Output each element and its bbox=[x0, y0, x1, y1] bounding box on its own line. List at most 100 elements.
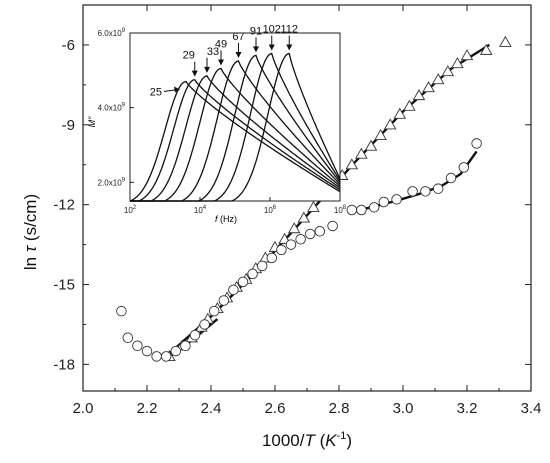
data-point-circle bbox=[218, 295, 230, 306]
peak-arrow-head bbox=[218, 59, 224, 66]
data-point-circle bbox=[228, 284, 239, 296]
data-point-triangle bbox=[345, 158, 359, 170]
y-axis-title: ln τ (s/cm) bbox=[21, 194, 40, 270]
main-ticks: 2.0 2.2 2.4 2.6 2.8 3.0 3.2 3.4 -6 -9 -12 -15 -18 bbox=[53, 5, 541, 417]
data-point-circle bbox=[122, 332, 134, 344]
data-point-circle bbox=[368, 202, 380, 213]
data-point-circle bbox=[285, 239, 297, 250]
data-point-circle bbox=[420, 186, 431, 197]
x-tick-label: 3.4 bbox=[521, 400, 542, 417]
fit-line bbox=[348, 150, 478, 214]
data-point-triangle bbox=[422, 81, 435, 93]
peak-arrow-head bbox=[191, 70, 198, 77]
x-tick-label: 2.8 bbox=[329, 400, 350, 417]
data-point-circle bbox=[295, 234, 306, 245]
peak-label: 33 bbox=[207, 46, 219, 58]
peak-label: 102 bbox=[263, 24, 281, 36]
inset-x-axis-title: f (Hz) bbox=[215, 214, 237, 224]
inset-x-tick-label: 104 bbox=[194, 205, 207, 215]
data-point-triangle bbox=[441, 65, 455, 77]
data-point-circle bbox=[471, 138, 482, 149]
peak-arrow-head bbox=[268, 44, 275, 51]
inset-y-tick-label: 2.0x109 bbox=[98, 177, 126, 187]
data-point-circle bbox=[247, 268, 258, 280]
data-point-circle bbox=[189, 329, 201, 341]
peak-label: 49 bbox=[215, 38, 227, 50]
data-point-circle bbox=[237, 276, 249, 288]
inset-x-tick-label: 108 bbox=[334, 205, 347, 215]
peak-arrow-head bbox=[204, 66, 210, 73]
data-point-circle bbox=[180, 340, 191, 351]
data-point-circle bbox=[356, 204, 367, 216]
x-tick-label: 2.2 bbox=[137, 400, 158, 417]
data-point-circle bbox=[256, 260, 268, 272]
data-point-triangle bbox=[287, 222, 301, 234]
data-point-circle bbox=[327, 220, 338, 232]
data-point-circle bbox=[391, 194, 402, 205]
y-tick-label: -9 bbox=[62, 117, 75, 134]
peak-label: 29 bbox=[183, 50, 195, 62]
data-point-circle bbox=[151, 351, 162, 362]
data-point-circle bbox=[314, 226, 326, 237]
peak-arrow-head bbox=[235, 52, 242, 58]
x-tick-label: 2.6 bbox=[265, 400, 286, 417]
peak-label: 112 bbox=[280, 24, 298, 36]
y-tick-label: -6 bbox=[62, 37, 75, 54]
x-tick-label: 3.2 bbox=[457, 400, 478, 417]
inset-curve bbox=[130, 75, 341, 202]
inset-ticks: 102 104 106 108 2.0x109 4.0x109 6.0x109 bbox=[98, 28, 347, 215]
data-point-circle bbox=[141, 345, 153, 357]
y-tick-label: -15 bbox=[53, 277, 75, 294]
data-point-circle bbox=[346, 204, 358, 216]
inset-y-axis-title: M" bbox=[87, 116, 97, 127]
y-tick-label: -18 bbox=[53, 356, 75, 373]
inset-curve bbox=[130, 52, 341, 202]
data-point-circle bbox=[458, 162, 470, 173]
data-point-circle bbox=[445, 172, 457, 184]
peak-arrow-head bbox=[286, 44, 293, 51]
peak-arrow-head bbox=[253, 46, 259, 53]
data-point-circle bbox=[170, 345, 182, 357]
y-tick-label: -12 bbox=[53, 197, 75, 214]
data-point-circle bbox=[160, 351, 172, 362]
data-point-triangle bbox=[374, 129, 387, 141]
data-point-triangle bbox=[355, 147, 368, 159]
inset-y-tick-label: 6.0x109 bbox=[98, 28, 126, 38]
data-point-triangle bbox=[479, 43, 493, 55]
data-point-triangle bbox=[431, 73, 445, 85]
x-axis-title: 1000/T (K-1) bbox=[262, 430, 352, 450]
data-point-circle bbox=[276, 244, 287, 256]
data-point-triangle bbox=[297, 211, 311, 223]
data-point-circle bbox=[266, 252, 278, 264]
x-tick-label: 3.0 bbox=[393, 400, 414, 417]
peak-arrow-head bbox=[174, 86, 180, 93]
data-point-circle bbox=[378, 196, 390, 208]
inset-x-tick-label: 106 bbox=[264, 205, 277, 215]
peak-label: 67 bbox=[232, 31, 244, 43]
data-point-circle bbox=[116, 305, 127, 317]
data-point-circle bbox=[407, 186, 418, 197]
data-point-triangle bbox=[364, 139, 378, 151]
data-point-triangle bbox=[393, 107, 407, 119]
inset-curve bbox=[129, 80, 341, 202]
data-point-circle bbox=[304, 228, 316, 240]
data-point-triangle bbox=[403, 99, 416, 111]
data-point-triangle bbox=[451, 57, 464, 69]
data-point-triangle bbox=[460, 49, 474, 61]
data-point-circle bbox=[432, 183, 444, 194]
x-tick-label: 2.4 bbox=[201, 400, 222, 417]
data-point-circle bbox=[132, 340, 143, 351]
data-point-triangle bbox=[383, 118, 397, 130]
x-tick-label: 2.0 bbox=[73, 400, 94, 417]
data-point-triangle bbox=[412, 89, 426, 101]
inset-x-tick-label: 102 bbox=[124, 205, 137, 215]
data-point-triangle bbox=[499, 35, 512, 47]
data-point-triangle bbox=[307, 200, 320, 212]
peak-label: 25 bbox=[150, 87, 162, 99]
inset-y-tick-label: 4.0x109 bbox=[98, 103, 126, 113]
inset-plot-frame bbox=[129, 32, 341, 202]
peak-label: 91 bbox=[250, 25, 262, 37]
data-point-circle bbox=[208, 305, 220, 317]
